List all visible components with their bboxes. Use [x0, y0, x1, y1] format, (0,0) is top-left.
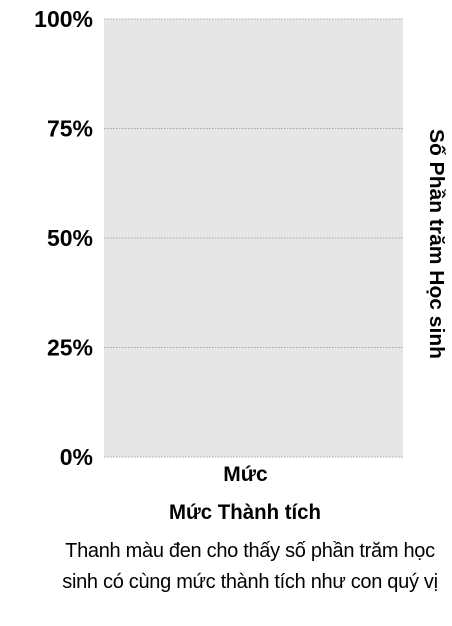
chart-caption: Thanh màu đen cho thấy số phần trăm học … [62, 540, 438, 593]
x-category-label: Mức [223, 463, 268, 486]
y-tick-label: 100% [34, 6, 93, 32]
x-axis-category-labels: Mức [223, 463, 268, 486]
y-tick-label: 75% [47, 116, 93, 142]
plot-area [104, 19, 403, 457]
y-axis-tick-labels: 0% 25% 50% 75% 100% [34, 6, 93, 470]
gridlines [104, 18, 403, 458]
y-tick-label: 0% [60, 444, 93, 470]
y-tick-label: 25% [47, 335, 93, 361]
y-axis-title: Số Phần trăm Học sinh [425, 129, 447, 359]
y-tick-label: 50% [47, 225, 93, 251]
x-axis-title: Mức Thành tích [169, 501, 321, 524]
